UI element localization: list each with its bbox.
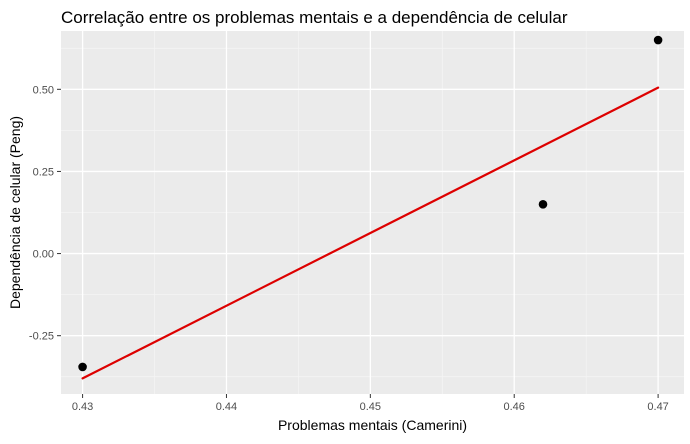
x-tick-label: 0.45 xyxy=(360,401,381,413)
data-point-0 xyxy=(78,362,87,372)
y-tick-label: 0.50 xyxy=(33,84,54,96)
data-point-2 xyxy=(653,35,663,45)
grid-major xyxy=(61,31,684,394)
x-tick-label: 0.46 xyxy=(504,401,525,413)
x-tick-label: 0.47 xyxy=(647,401,668,413)
y-axis-title: Dependência de celular (Peng) xyxy=(7,116,23,309)
regression-line xyxy=(81,86,660,380)
x-tick-label: 0.44 xyxy=(216,401,237,413)
data-point-1 xyxy=(538,199,548,209)
y-tick-label: 0.00 xyxy=(33,249,54,261)
y-tick-label: 0.25 xyxy=(33,166,54,178)
y-axis: -0.25 0.00 0.25 0.50 xyxy=(29,84,61,343)
fit-line-layer xyxy=(81,86,660,380)
data-points xyxy=(78,35,663,372)
x-axis: 0.43 0.44 0.45 0.46 0.47 xyxy=(72,394,669,413)
y-tick-label: -0.25 xyxy=(29,331,54,343)
grid-minor xyxy=(61,31,684,394)
chart-title: Correlação entre os problemas mentais e … xyxy=(61,8,568,27)
x-tick-label: 0.43 xyxy=(72,401,93,413)
x-axis-title: Problemas mentais (Camerini) xyxy=(278,417,467,433)
